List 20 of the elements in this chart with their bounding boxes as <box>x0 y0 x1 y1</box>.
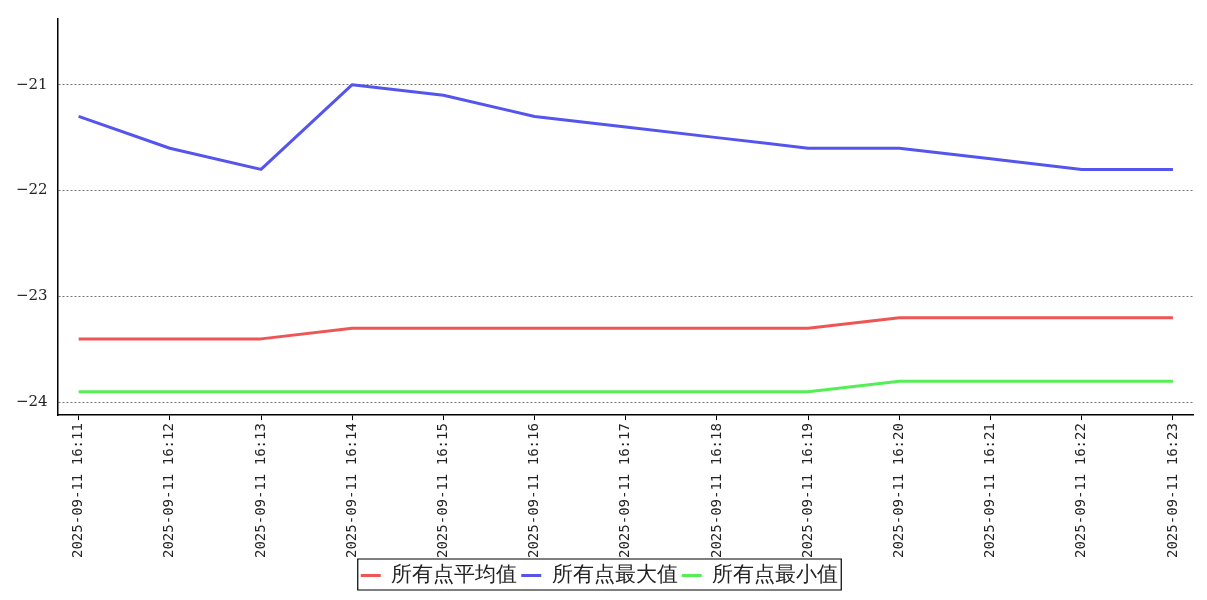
x-tick-label: 2025-09-11 16:20 <box>890 423 906 558</box>
x-tick-label: 2025-09-11 16:17 <box>616 423 633 558</box>
x-tick-label: 2025-09-11 16:18 <box>707 423 724 558</box>
x-tick-label: 2025-09-11 16:22 <box>1072 423 1089 558</box>
y-tick-label: −22 <box>16 180 48 199</box>
y-tick-label: −23 <box>16 286 48 305</box>
x-tick-label: 2025-09-11 16:15 <box>434 423 451 558</box>
x-tick-label: 2025-09-11 16:14 <box>342 423 359 558</box>
x-tick-label: 2025-09-11 16:19 <box>798 423 815 558</box>
legend-label: 所有点平均值 <box>391 562 518 587</box>
y-tick-label: −24 <box>16 392 48 411</box>
legend-label: 所有点最小值 <box>712 562 839 587</box>
legend-label: 所有点最大值 <box>551 562 678 587</box>
x-tick-label: 2025-09-11 16:21 <box>981 423 998 558</box>
x-tick-label: 2025-09-11 16:23 <box>1163 423 1180 558</box>
y-tick-label: −21 <box>16 74 48 93</box>
x-tick-label: 2025-09-11 16:11 <box>69 423 86 558</box>
x-tick-label: 2025-09-11 16:13 <box>251 423 268 558</box>
x-tick-label: 2025-09-11 16:12 <box>160 423 177 558</box>
x-tick-label: 2025-09-11 16:16 <box>525 423 542 558</box>
